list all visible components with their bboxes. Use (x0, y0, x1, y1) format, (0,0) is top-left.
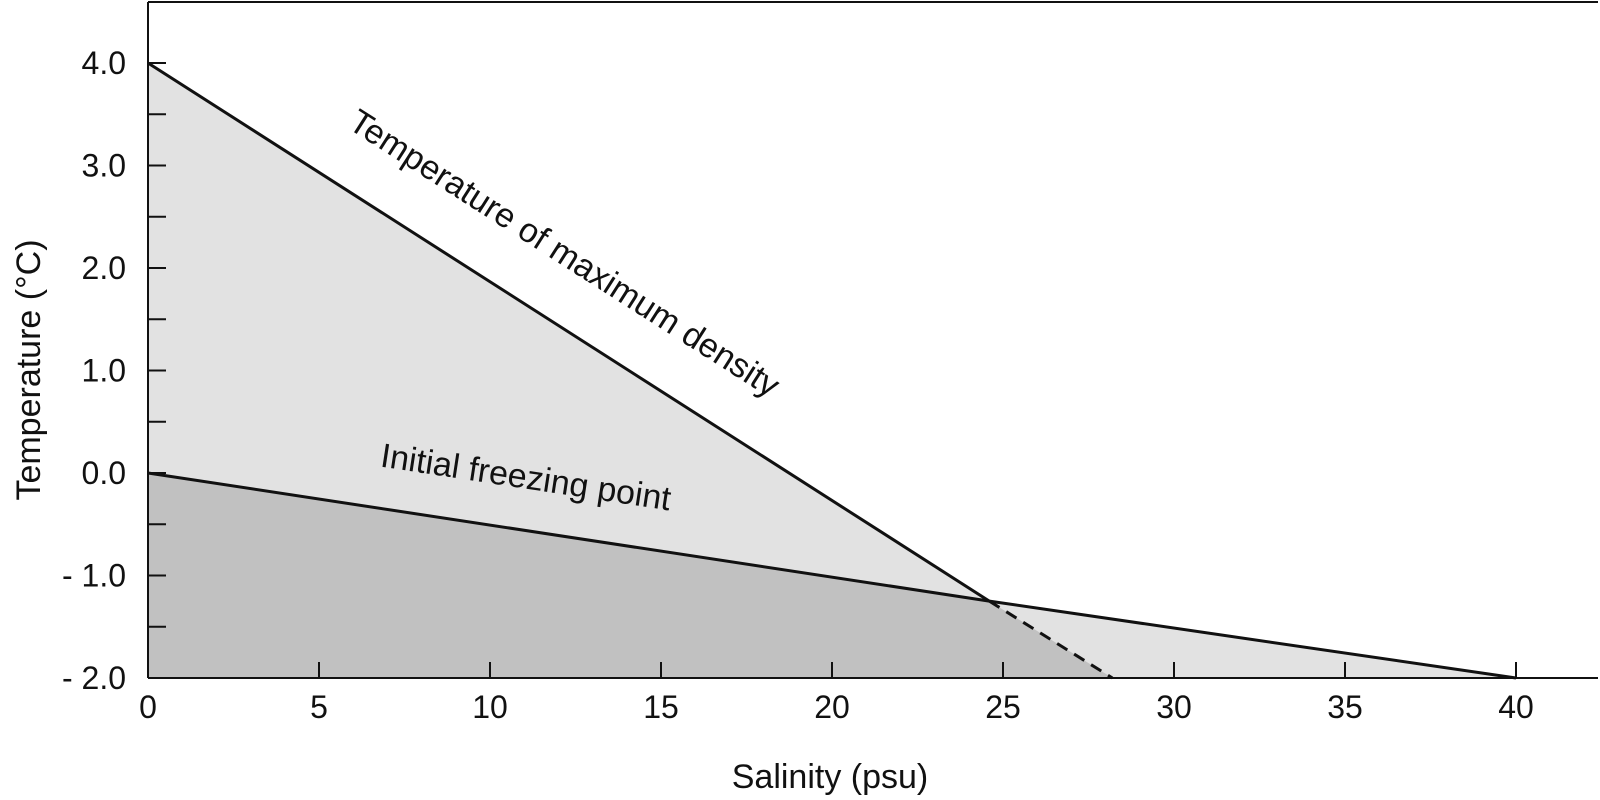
y-tick-label: 3.0 (82, 148, 126, 184)
series-lines (147, 61, 1517, 680)
x-tick-label: 25 (985, 689, 1021, 725)
y-tick-label: - 2.0 (62, 660, 126, 696)
max-density-dashed-extension (988, 599, 1114, 680)
x-tick-label: 15 (643, 689, 679, 725)
region-fills (148, 63, 1516, 678)
x-tick-label: 10 (472, 689, 508, 725)
y-tick-label: 4.0 (82, 45, 126, 81)
x-tick-label: 0 (139, 689, 157, 725)
x-tick-label: 35 (1327, 689, 1363, 725)
ticks: 0 5 10 15 20 25 30 35 40 - 2.0 - 1.0 0.0 1.0 2.0 3.0 4.… (62, 45, 1534, 725)
y-tick-label: 0.0 (82, 455, 126, 491)
x-tick-label: 40 (1498, 689, 1534, 725)
y-tick-label: - 1.0 (62, 558, 126, 594)
x-tick-label: 5 (310, 689, 328, 725)
x-tick-label: 20 (814, 689, 850, 725)
x-axis-title: Salinity (psu) (732, 758, 929, 796)
y-axis-title: Temperature (°C) (10, 239, 48, 500)
max-density-line (147, 61, 991, 603)
x-tick-label: 30 (1156, 689, 1192, 725)
y-tick-label: 2.0 (82, 250, 126, 286)
freezing-point-line (147, 471, 1517, 680)
dark-region (148, 473, 1113, 678)
y-tick-label: 1.0 (82, 353, 126, 389)
